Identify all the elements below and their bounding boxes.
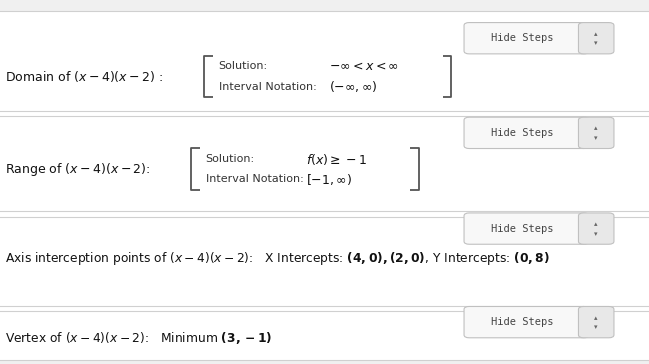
Text: ▴: ▴: [594, 31, 598, 37]
FancyBboxPatch shape: [464, 213, 589, 244]
FancyBboxPatch shape: [578, 117, 614, 149]
Text: Range of $(x-4)(x-2)$:: Range of $(x-4)(x-2)$:: [5, 161, 151, 178]
Text: ▾: ▾: [594, 324, 598, 330]
FancyBboxPatch shape: [0, 111, 649, 211]
Text: Domain of $(x-4)(x-2)$ :: Domain of $(x-4)(x-2)$ :: [5, 69, 164, 84]
FancyBboxPatch shape: [0, 11, 649, 111]
Text: $f(x) \geq -1$: $f(x) \geq -1$: [306, 151, 367, 167]
Text: $(-\infty, \infty)$: $(-\infty, \infty)$: [329, 79, 378, 94]
Text: Hide Steps: Hide Steps: [491, 317, 554, 327]
Text: Hide Steps: Hide Steps: [491, 223, 554, 234]
FancyBboxPatch shape: [464, 23, 589, 54]
Text: ▴: ▴: [594, 126, 598, 131]
FancyBboxPatch shape: [578, 23, 614, 54]
Text: ▾: ▾: [594, 231, 598, 237]
FancyBboxPatch shape: [0, 306, 649, 360]
Text: ▾: ▾: [594, 135, 598, 141]
Text: Interval Notation:: Interval Notation:: [219, 82, 317, 92]
Text: Solution:: Solution:: [219, 61, 268, 71]
Text: ▴: ▴: [594, 315, 598, 321]
Text: ▴: ▴: [594, 221, 598, 227]
Text: ▾: ▾: [594, 40, 598, 46]
FancyBboxPatch shape: [464, 306, 589, 338]
Text: Hide Steps: Hide Steps: [491, 33, 554, 43]
FancyBboxPatch shape: [464, 117, 589, 149]
FancyBboxPatch shape: [578, 306, 614, 338]
FancyBboxPatch shape: [578, 213, 614, 244]
Text: Vertex of $(x-4)(x-2)$:   Minimum $\mathbf{(3, -1)}$: Vertex of $(x-4)(x-2)$: Minimum $\mathbf…: [5, 330, 273, 346]
Text: Hide Steps: Hide Steps: [491, 128, 554, 138]
Text: Interval Notation:: Interval Notation:: [206, 174, 304, 185]
Text: $[-1, \infty)$: $[-1, \infty)$: [306, 172, 352, 187]
FancyBboxPatch shape: [0, 211, 649, 306]
Text: Solution:: Solution:: [206, 154, 255, 164]
Text: $-\infty < x < \infty$: $-\infty < x < \infty$: [329, 60, 399, 73]
Text: Axis interception points of $(x-4)(x-2)$:   X Intercepts: $\mathbf{(4, 0), (2, 0: Axis interception points of $(x-4)(x-2)$…: [5, 250, 550, 267]
